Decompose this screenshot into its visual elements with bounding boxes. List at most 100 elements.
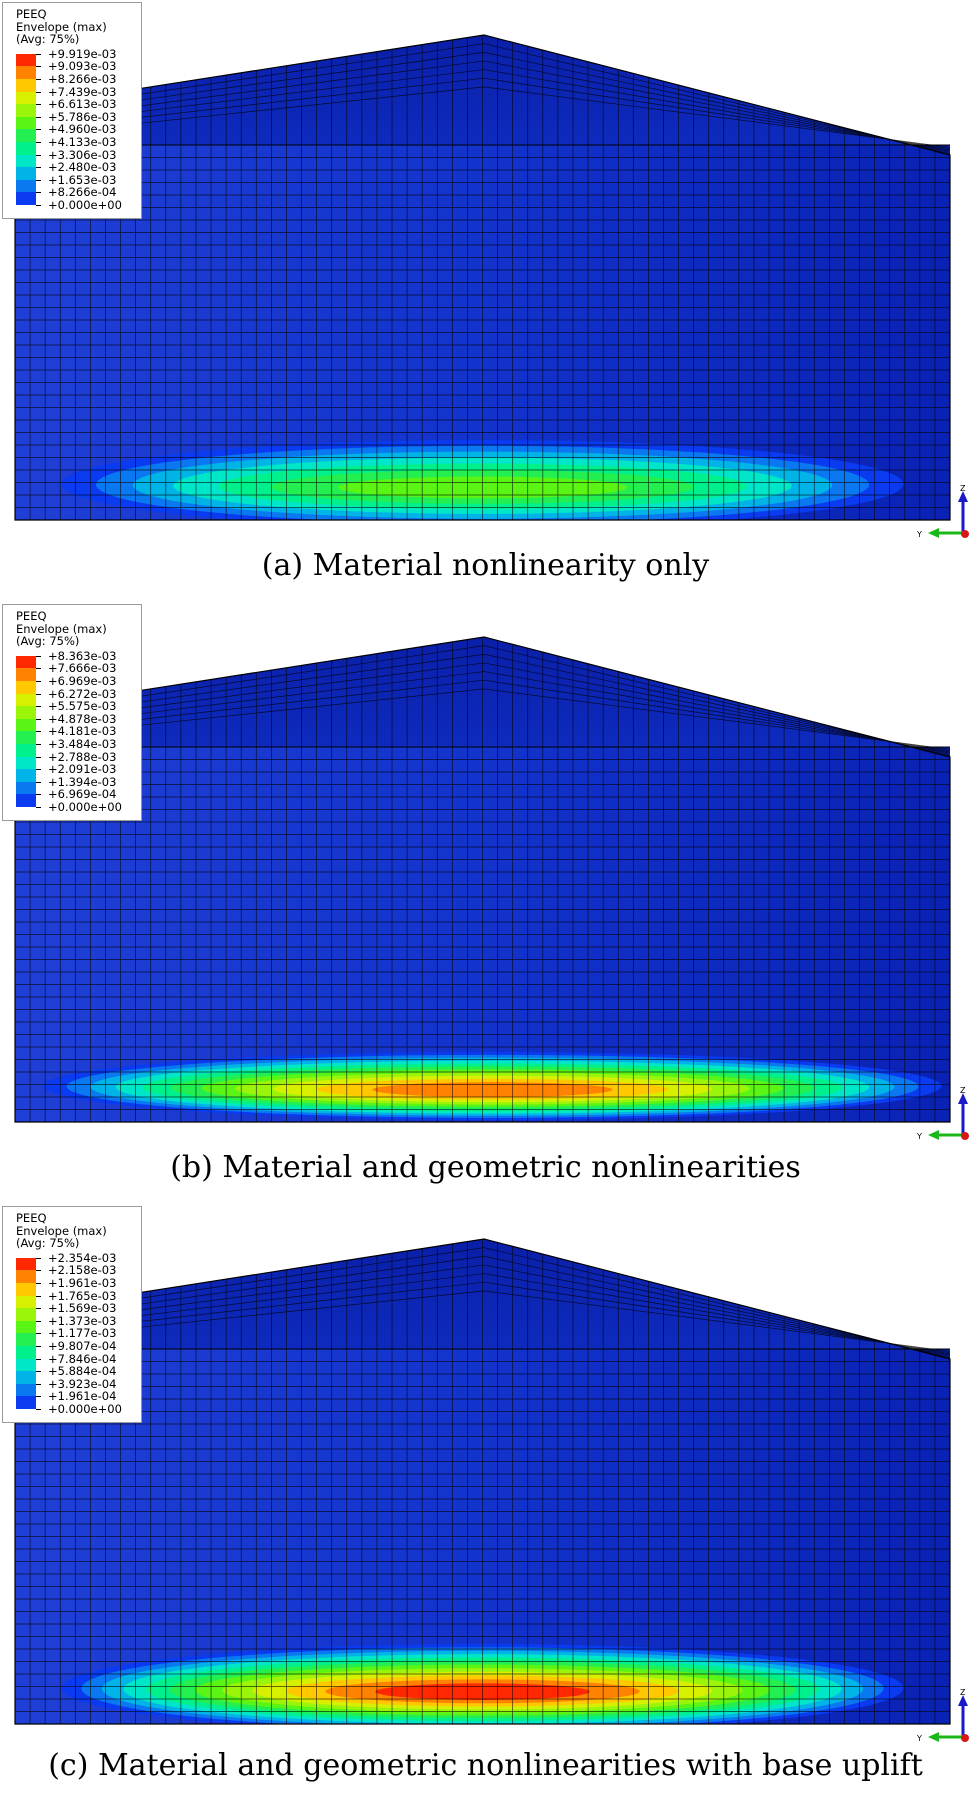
legend-tick	[36, 693, 41, 695]
ground-mask	[0, 1724, 971, 1744]
legend-tick	[36, 668, 41, 670]
legend-swatch	[16, 731, 36, 744]
tank-outline	[14, 34, 951, 521]
legend-value: +3.484e-03	[48, 736, 117, 751]
legend-tick	[36, 116, 41, 118]
legend-tick	[36, 731, 41, 733]
legend-level: +6.613e-03	[16, 98, 135, 117]
legend-level: +7.666e-03	[16, 661, 135, 681]
legend-value: +1.961e-03	[48, 1275, 117, 1290]
panel-c: PEEQ Envelope (max) (Avg: 75%) +2.354e-0…	[0, 1204, 971, 1804]
legend-variable: PEEQ	[16, 1211, 47, 1225]
legend-tick	[36, 192, 41, 194]
legend-swatch	[16, 1270, 36, 1283]
legend-tick	[36, 78, 41, 80]
legend-swatch	[16, 718, 36, 732]
legend-level: +3.484e-03	[16, 736, 135, 757]
caption-c: (c) Material and geometric nonlinearitie…	[48, 1748, 923, 1783]
axis-triad-c: Z Y	[917, 1684, 971, 1744]
legend-swatch	[16, 167, 36, 180]
legend-averaging: (Avg: 75%)	[16, 32, 80, 47]
legend-variable: PEEQ	[16, 7, 47, 21]
legend-swatch	[16, 693, 36, 707]
legend-a: PEEQ Envelope (max) (Avg: 75%) +9.919e-0…	[2, 2, 142, 219]
legend-swatch	[16, 1320, 36, 1334]
legend-level: +0.000e+00	[16, 199, 135, 212]
legend-value: +3.923e-04	[48, 1376, 117, 1391]
legend-levels: +2.354e-03 +2.158e-03 +1.961e-03 +1.765e-03…	[16, 1251, 135, 1416]
legend-level: +4.960e-03	[16, 123, 135, 142]
legend-swatch	[16, 668, 36, 681]
legend-value: +5.786e-03	[48, 109, 117, 124]
mesh-line	[14, 69, 951, 151]
legend-value: +7.666e-03	[48, 661, 117, 676]
mesh-line	[14, 1290, 951, 1352]
legend-value: +5.884e-04	[48, 1364, 117, 1379]
legend-level: +5.786e-03	[16, 109, 135, 130]
legend-level: +6.969e-03	[16, 673, 135, 694]
y-axis-label: Y	[917, 1132, 922, 1141]
legend-tick	[36, 167, 41, 169]
x-axis-dot	[961, 530, 969, 538]
legend-value: +8.363e-03	[48, 648, 117, 663]
legend-level: +1.961e-03	[16, 1275, 135, 1296]
legend-value: +2.091e-03	[48, 762, 117, 777]
legend-swatch	[16, 1383, 36, 1397]
legend-value: +1.394e-03	[48, 774, 117, 789]
y-axis-head	[928, 528, 939, 538]
legend-value: +4.878e-03	[48, 711, 117, 726]
z-axis-label: Z	[960, 484, 966, 493]
legend-level: +7.846e-04	[16, 1352, 135, 1372]
legend-value: +1.373e-03	[48, 1313, 117, 1328]
legend-b: PEEQ Envelope (max) (Avg: 75%) +8.363e-0…	[2, 604, 142, 821]
legend-swatch	[16, 655, 36, 669]
tank-outline	[14, 1238, 951, 1725]
legend-level: +8.266e-03	[16, 73, 135, 92]
legend-value: +1.961e-04	[48, 1389, 117, 1404]
mesh-line	[14, 653, 951, 755]
legend-swatch	[16, 154, 36, 168]
legend-tick	[36, 1358, 41, 1360]
legend-level: +0.000e+00	[16, 801, 135, 814]
legend-tick	[36, 1270, 41, 1272]
legend-level: +8.266e-04	[16, 186, 135, 205]
legend-value: +4.181e-03	[48, 724, 117, 739]
legend-level: +8.363e-03	[16, 648, 135, 669]
legend-level: +5.884e-04	[16, 1364, 135, 1384]
legend-tick	[36, 794, 41, 796]
legend-tick	[36, 66, 41, 68]
caption-b: (b) Material and geometric nonlinearitie…	[170, 1150, 801, 1185]
contour-plot-a	[0, 34, 971, 540]
legend-value: +0.000e+00	[48, 1401, 122, 1416]
legend-tick	[36, 1345, 41, 1347]
legend-level: +1.394e-03	[16, 774, 135, 795]
legend-level: +9.807e-04	[16, 1340, 135, 1359]
legend-swatch	[16, 680, 36, 694]
legend-tick	[36, 1408, 41, 1410]
legend-level: +0.000e+00	[16, 1403, 135, 1416]
legend-value: +1.177e-03	[48, 1326, 117, 1341]
legend-value: +2.480e-03	[48, 160, 117, 175]
legend-value: +9.919e-03	[48, 46, 117, 61]
legend-envelope: Envelope (max)	[16, 1223, 107, 1238]
legend-level: +1.653e-03	[16, 173, 135, 193]
mesh-grid	[14, 637, 951, 1123]
mesh-line	[14, 60, 951, 152]
legend-value: +1.765e-03	[48, 1288, 117, 1303]
legend-swatch	[16, 743, 36, 757]
legend-tick	[36, 53, 41, 55]
legend-level: +9.919e-03	[16, 46, 135, 67]
legend-value: +1.569e-03	[48, 1301, 117, 1316]
legend-tick	[36, 1295, 41, 1297]
legend-value: +6.272e-03	[48, 686, 117, 701]
legend-swatch	[16, 1345, 36, 1359]
axis-triad-a: Z Y	[917, 480, 971, 540]
contour-plot-b	[0, 636, 971, 1142]
legend-value: +6.969e-03	[48, 673, 117, 688]
legend-level: +1.961e-04	[16, 1389, 135, 1409]
panel-b: PEEQ Envelope (max) (Avg: 75%) +8.363e-0…	[0, 602, 971, 1202]
legend-swatch	[16, 78, 36, 92]
mesh-line	[14, 1281, 951, 1353]
legend-value: +9.093e-03	[48, 59, 117, 74]
mesh-line	[14, 1247, 951, 1359]
